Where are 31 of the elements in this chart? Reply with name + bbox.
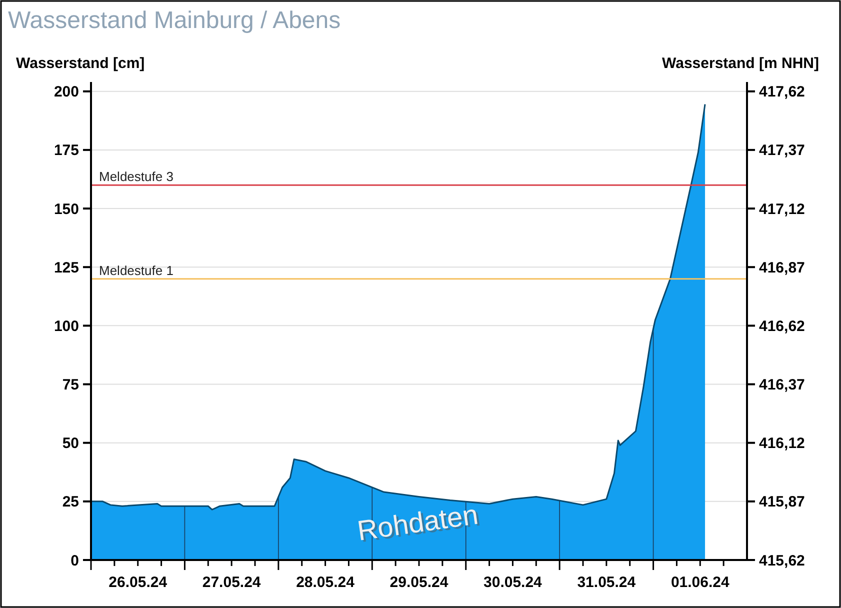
x-tick-label: 30.05.24	[484, 574, 543, 591]
y2-tick-label: 417,37	[759, 142, 805, 160]
x-tick-label: 28.05.24	[296, 574, 356, 591]
y2-tick-label: 415,62	[759, 552, 805, 570]
x-tick-label: 01.06.24	[670, 574, 730, 591]
y2-tick-label: 416,87	[759, 259, 805, 276]
y2-tick-label: 415,87	[759, 494, 805, 511]
y2-tick-label: 416,37	[759, 376, 805, 394]
y-tick-label: 75	[62, 376, 79, 394]
y2-axis-title: Wasserstand [m NHN]	[662, 55, 819, 72]
annotation: Rohdaten	[358, 500, 482, 548]
y-tick-label: 200	[54, 84, 79, 101]
x-tick-label: 31.05.24	[577, 574, 636, 591]
y2-tick-label: 417,12	[759, 200, 805, 218]
y2-tick-label: 417,62	[759, 84, 805, 101]
y2-tick-label: 416,12	[759, 435, 805, 452]
y-tick-label: 25	[62, 494, 79, 511]
y-tick-label: 125	[54, 259, 79, 276]
y2-tick-label: 416,62	[759, 318, 805, 335]
x-tick-label: 27.05.24	[202, 574, 262, 591]
y-axis-title: Wasserstand [cm]	[16, 55, 145, 72]
x-tick-label: 26.05.24	[108, 574, 168, 591]
ref-line-label: Meldestufe 1	[99, 262, 174, 278]
y-tick-label: 175	[54, 142, 79, 160]
y-tick-label: 150	[54, 200, 79, 218]
ref-line-label: Meldestufe 3	[99, 169, 174, 184]
y-tick-label: 100	[54, 318, 79, 335]
x-tick-label: 29.05.24	[390, 574, 449, 591]
y-tick-label: 0	[70, 552, 79, 570]
chart-title: Wasserstand Mainburg / Abens	[8, 7, 341, 34]
y-tick-label: 50	[62, 435, 79, 452]
